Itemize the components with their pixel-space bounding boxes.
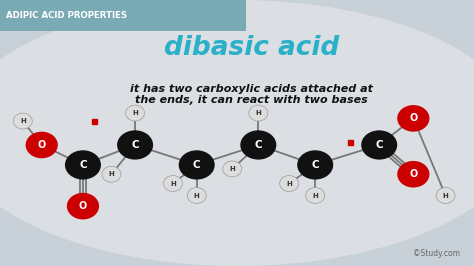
Text: O: O: [79, 201, 87, 211]
Text: ADIPIC ACID PROPERTIES: ADIPIC ACID PROPERTIES: [6, 11, 127, 20]
Text: O: O: [37, 140, 46, 150]
Ellipse shape: [249, 105, 268, 121]
Ellipse shape: [102, 166, 121, 182]
Text: dibasic acid: dibasic acid: [164, 35, 339, 61]
Text: C: C: [193, 160, 201, 170]
Text: C: C: [375, 140, 383, 150]
Text: C: C: [131, 140, 139, 150]
Ellipse shape: [65, 150, 101, 180]
Ellipse shape: [67, 193, 99, 219]
Text: C: C: [255, 140, 262, 150]
Text: H: H: [286, 181, 292, 186]
Ellipse shape: [361, 130, 397, 160]
Ellipse shape: [26, 132, 58, 158]
Text: H: H: [194, 193, 200, 198]
Text: H: H: [229, 166, 235, 172]
Ellipse shape: [280, 176, 299, 192]
Ellipse shape: [164, 176, 182, 192]
Ellipse shape: [397, 161, 429, 188]
Bar: [348, 140, 353, 145]
Text: ©Study.com: ©Study.com: [413, 249, 460, 258]
Ellipse shape: [240, 130, 276, 160]
Text: H: H: [312, 193, 318, 198]
Text: H: H: [443, 193, 448, 198]
Ellipse shape: [13, 113, 32, 129]
Ellipse shape: [223, 161, 242, 177]
Ellipse shape: [397, 105, 429, 132]
Ellipse shape: [117, 130, 153, 160]
Text: H: H: [170, 181, 176, 186]
Text: C: C: [311, 160, 319, 170]
Ellipse shape: [187, 188, 206, 203]
Ellipse shape: [297, 150, 333, 180]
Text: H: H: [109, 171, 114, 177]
Ellipse shape: [436, 188, 455, 203]
Text: O: O: [409, 169, 418, 179]
Text: H: H: [132, 110, 138, 116]
Text: C: C: [79, 160, 87, 170]
Text: O: O: [409, 113, 418, 123]
FancyBboxPatch shape: [0, 0, 246, 31]
Text: H: H: [255, 110, 261, 116]
Ellipse shape: [126, 105, 145, 121]
Bar: [92, 119, 97, 124]
Text: it has two carboxylic acids attached at
the ends, it can react with two bases: it has two carboxylic acids attached at …: [130, 84, 373, 105]
Text: H: H: [20, 118, 26, 124]
Ellipse shape: [306, 188, 325, 203]
Ellipse shape: [179, 150, 215, 180]
